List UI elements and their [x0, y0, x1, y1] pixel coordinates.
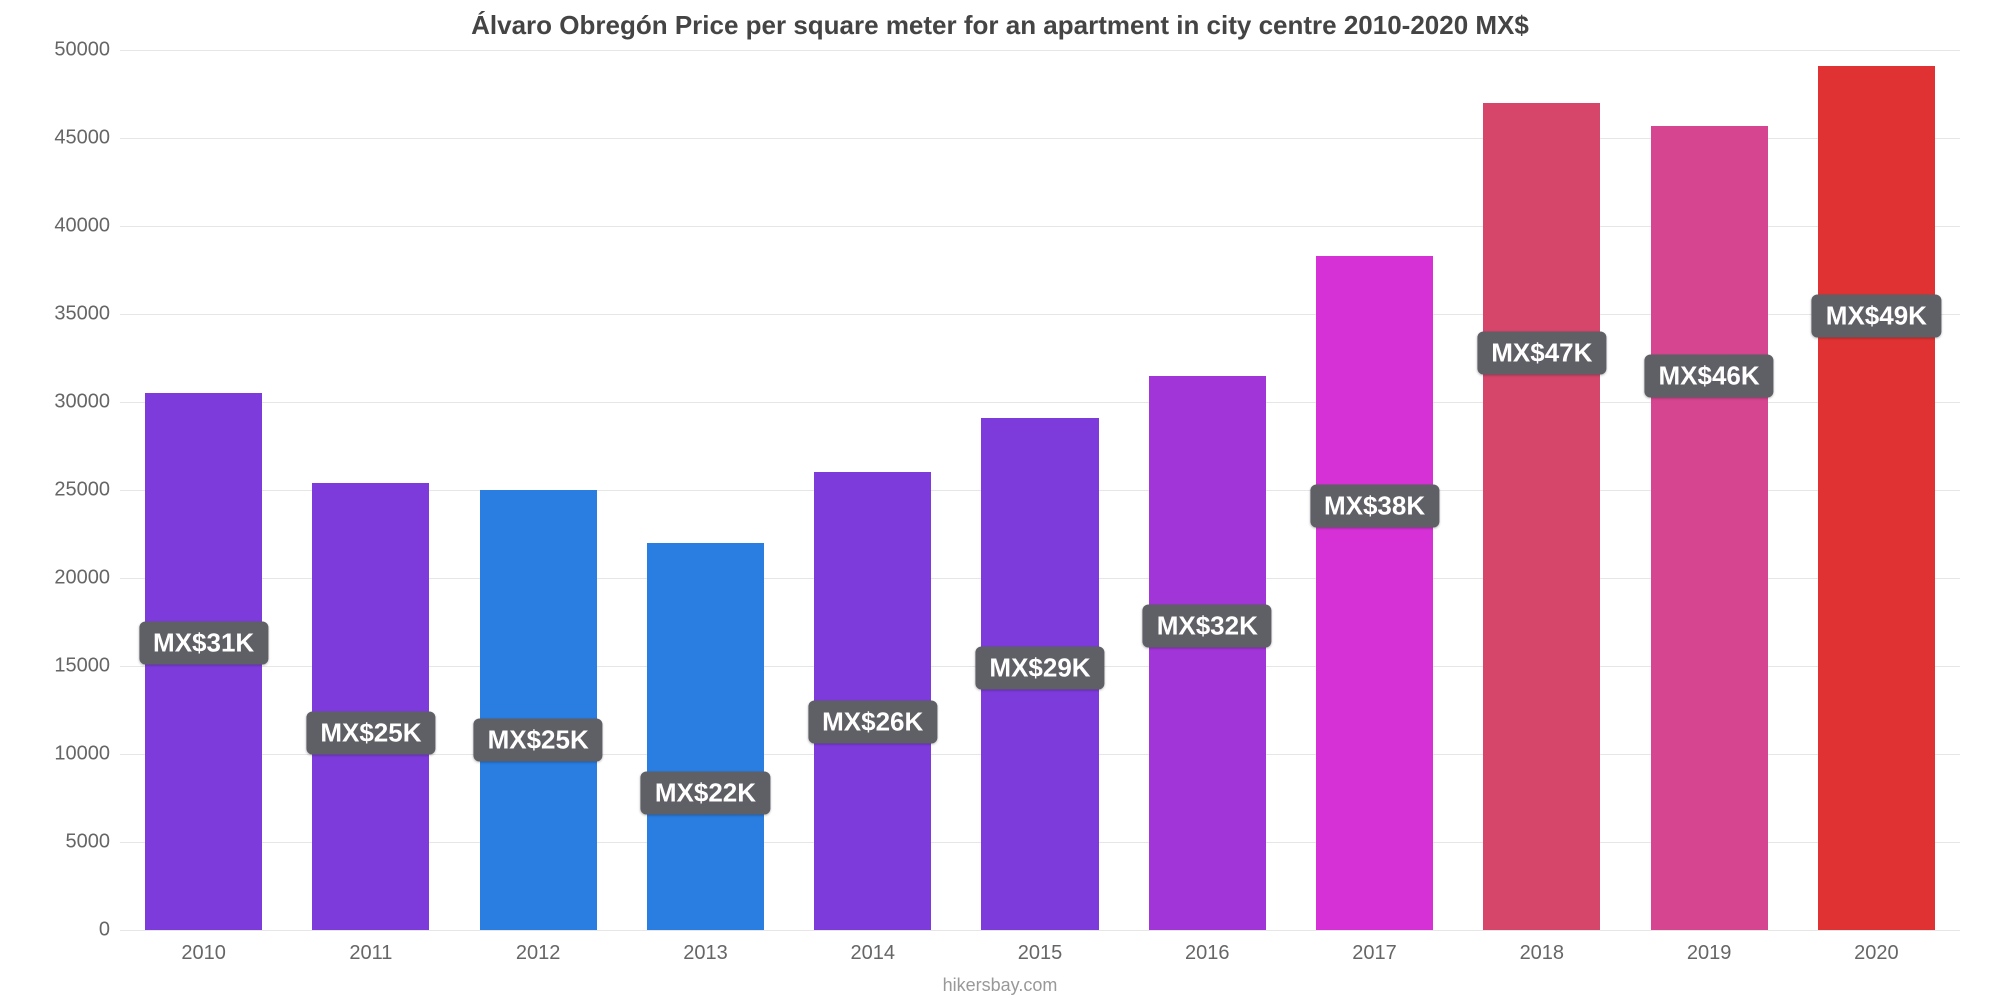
bar: [480, 490, 597, 930]
bar-value-label: MX$22K: [641, 771, 770, 814]
x-tick-label: 2013: [683, 942, 728, 965]
y-tick-label: 15000: [10, 655, 110, 678]
bar-value-label: MX$26K: [808, 701, 937, 744]
x-tick-label: 2019: [1687, 942, 1732, 965]
y-tick-label: 25000: [10, 479, 110, 502]
y-tick-label: 40000: [10, 215, 110, 238]
bar-value-label: MX$38K: [1310, 484, 1439, 527]
bar-chart: Álvaro Obregón Price per square meter fo…: [0, 0, 2000, 1000]
x-tick-label: 2014: [850, 942, 895, 965]
bar: [1818, 66, 1935, 930]
plot-area: [120, 50, 1960, 930]
bar-value-label: MX$49K: [1812, 294, 1941, 337]
bar: [647, 543, 764, 930]
bar-value-label: MX$31K: [139, 622, 268, 665]
x-tick-label: 2016: [1185, 942, 1230, 965]
y-tick-label: 0: [10, 919, 110, 942]
bar: [1149, 376, 1266, 930]
chart-title: Álvaro Obregón Price per square meter fo…: [0, 10, 2000, 41]
y-tick-label: 35000: [10, 303, 110, 326]
gridline: [120, 930, 1960, 931]
y-tick-label: 10000: [10, 743, 110, 766]
bar-value-label: MX$32K: [1143, 604, 1272, 647]
y-tick-label: 30000: [10, 391, 110, 414]
x-tick-label: 2020: [1854, 942, 1899, 965]
bar-value-label: MX$25K: [306, 711, 435, 754]
gridline: [120, 50, 1960, 51]
bar-value-label: MX$46K: [1645, 354, 1774, 397]
x-tick-label: 2010: [181, 942, 226, 965]
y-tick-label: 50000: [10, 39, 110, 62]
x-tick-label: 2017: [1352, 942, 1397, 965]
x-tick-label: 2011: [349, 942, 392, 965]
bar-value-label: MX$47K: [1477, 331, 1606, 374]
y-tick-label: 20000: [10, 567, 110, 590]
x-tick-label: 2018: [1520, 942, 1565, 965]
x-tick-label: 2012: [516, 942, 561, 965]
y-tick-label: 45000: [10, 127, 110, 150]
bar: [1651, 126, 1768, 930]
bar-value-label: MX$25K: [474, 719, 603, 762]
bar-value-label: MX$29K: [975, 646, 1104, 689]
bar: [312, 483, 429, 930]
bar: [1316, 256, 1433, 930]
source-label: hikersbay.com: [0, 975, 2000, 996]
bar: [1483, 103, 1600, 930]
x-tick-label: 2015: [1018, 942, 1063, 965]
y-tick-label: 5000: [10, 831, 110, 854]
